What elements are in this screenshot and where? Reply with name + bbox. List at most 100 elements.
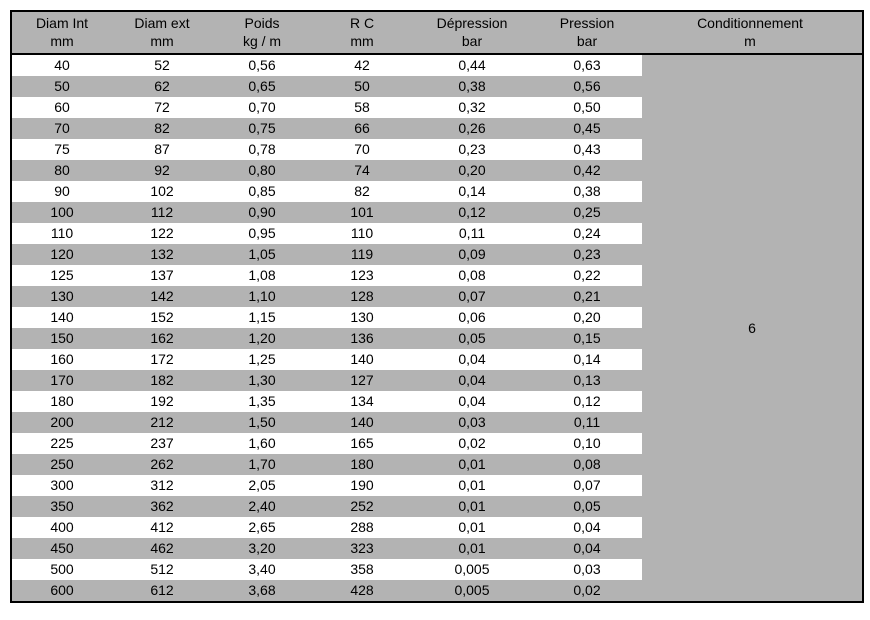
table-cell: 87: [112, 139, 212, 160]
table-cell: 112: [112, 202, 212, 223]
table-cell: 288: [312, 517, 412, 538]
table-row: 3503622,402520,010,05: [12, 496, 642, 517]
table-cell: 0,07: [412, 286, 532, 307]
table-cell: 160: [12, 349, 112, 370]
table-cell: 0,56: [532, 76, 642, 97]
table-cell: 250: [12, 454, 112, 475]
table-cell: 0,01: [412, 475, 532, 496]
table-cell: 0,10: [532, 433, 642, 454]
table-cell: 0,32: [412, 97, 532, 118]
table-cell: 0,45: [532, 118, 642, 139]
table-row: 1701821,301270,040,13: [12, 370, 642, 391]
table-cell: 1,10: [212, 286, 312, 307]
table-cell: 72: [112, 97, 212, 118]
table-cell: 400: [12, 517, 112, 538]
table-cell: 100: [12, 202, 112, 223]
table-cell: 0,04: [412, 349, 532, 370]
table-cell: 0,03: [532, 559, 642, 580]
table-cell: 237: [112, 433, 212, 454]
table-cell: 82: [312, 181, 412, 202]
table-cell: 252: [312, 496, 412, 517]
table-cell: 0,23: [532, 244, 642, 265]
table-cell: 40: [12, 55, 112, 76]
table-cell: 90: [12, 181, 112, 202]
table-cell: 80: [12, 160, 112, 181]
table-cell: 450: [12, 538, 112, 559]
table-cell: 0,09: [412, 244, 532, 265]
table-header-row: Diam Int mm Diam ext mm Poids kg / m R C…: [12, 12, 862, 55]
table-cell: 0,95: [212, 223, 312, 244]
col-header-line2: mm: [312, 33, 412, 51]
table-row: 5005123,403580,0050,03: [12, 559, 642, 580]
table-cell: 172: [112, 349, 212, 370]
col-header-pression: Pression bar: [532, 12, 642, 53]
table-cell: 0,08: [532, 454, 642, 475]
table-cell: 3,68: [212, 580, 312, 601]
col-header-diam-ext: Diam ext mm: [112, 12, 212, 53]
table-cell: 612: [112, 580, 212, 601]
table-cell: 0,50: [532, 97, 642, 118]
table-cell: 60: [12, 97, 112, 118]
table-cell: 50: [12, 76, 112, 97]
table-cell: 0,01: [412, 496, 532, 517]
table-row: 6006123,684280,0050,02: [12, 580, 642, 601]
table-cell: 0,26: [412, 118, 532, 139]
table-cell: 140: [312, 349, 412, 370]
table-cell: 1,70: [212, 454, 312, 475]
table-cell: 0,11: [412, 223, 532, 244]
table-cell: 0,14: [532, 349, 642, 370]
table-cell: 0,85: [212, 181, 312, 202]
table-row: 4504623,203230,010,04: [12, 538, 642, 559]
table-cell: 0,06: [412, 307, 532, 328]
table-cell: 122: [112, 223, 212, 244]
table-cell: 82: [112, 118, 212, 139]
table-cell: 0,14: [412, 181, 532, 202]
conditionnement-value: 6: [748, 320, 756, 336]
table-cell: 128: [312, 286, 412, 307]
table-cell: 0,63: [532, 55, 642, 76]
table-cell: 0,01: [412, 517, 532, 538]
conditionnement-merged-cell: 6: [642, 55, 862, 601]
table-row: 3003122,051900,010,07: [12, 475, 642, 496]
table-row: 1201321,051190,090,23: [12, 244, 642, 265]
table-cell: 0,15: [532, 328, 642, 349]
table-cell: 0,04: [532, 517, 642, 538]
table-row: 1801921,351340,040,12: [12, 391, 642, 412]
table-cell: 50: [312, 76, 412, 97]
table-cell: 0,42: [532, 160, 642, 181]
table-cell: 180: [12, 391, 112, 412]
table-row: 2002121,501400,030,11: [12, 412, 642, 433]
col-header-line2: kg / m: [212, 33, 312, 51]
col-header-poids: Poids kg / m: [212, 12, 312, 53]
col-header-line1: Diam Int: [12, 15, 112, 33]
table-cell: 350: [12, 496, 112, 517]
table-row: 1001120,901010,120,25: [12, 202, 642, 223]
table-cell: 0,08: [412, 265, 532, 286]
table-cell: 0,11: [532, 412, 642, 433]
table-cell: 3,20: [212, 538, 312, 559]
table-cell: 0,12: [532, 391, 642, 412]
col-header-line1: Conditionnement: [642, 15, 858, 33]
table-cell: 412: [112, 517, 212, 538]
col-header-depression: Dépression bar: [412, 12, 532, 53]
col-header-diam-int: Diam Int mm: [12, 12, 112, 53]
table-cell: 130: [12, 286, 112, 307]
table-cell: 140: [312, 412, 412, 433]
table-cell: 0,75: [212, 118, 312, 139]
table-cell: 74: [312, 160, 412, 181]
table-cell: 75: [12, 139, 112, 160]
table-cell: 152: [112, 307, 212, 328]
table-row: 901020,85820,140,38: [12, 181, 642, 202]
table-cell: 1,20: [212, 328, 312, 349]
table-row: 1101220,951100,110,24: [12, 223, 642, 244]
table-cell: 1,08: [212, 265, 312, 286]
table-cell: 0,38: [412, 76, 532, 97]
table-cell: 42: [312, 55, 412, 76]
table-row: 1501621,201360,050,15: [12, 328, 642, 349]
table-rows-container: 40520,56420,440,6350620,65500,380,566072…: [12, 55, 642, 601]
col-header-line2: bar: [412, 33, 532, 51]
table-row: 2502621,701800,010,08: [12, 454, 642, 475]
table-row: 1401521,151300,060,20: [12, 307, 642, 328]
table-cell: 0,04: [532, 538, 642, 559]
table-cell: 0,80: [212, 160, 312, 181]
